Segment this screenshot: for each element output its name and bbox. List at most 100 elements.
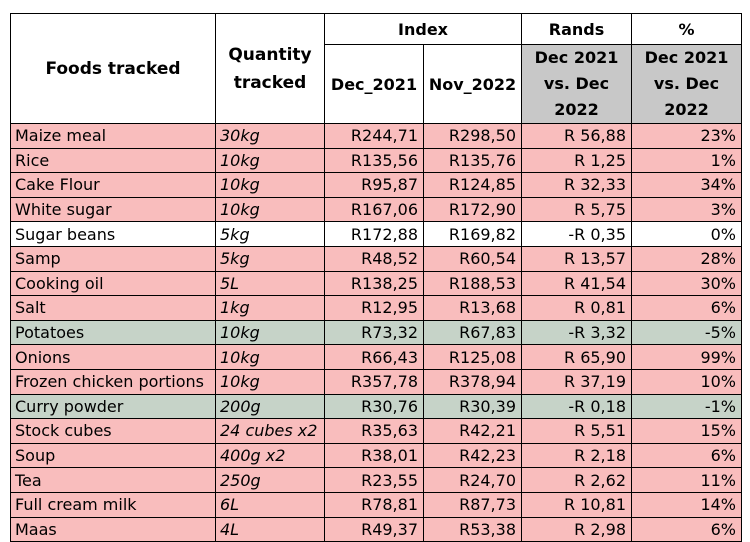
dec-2021-price-cell: R135,56 xyxy=(324,147,424,174)
quantity-cell: 30kg xyxy=(215,123,325,149)
table-row: Stock cubes 24 cubes x2 R35,63 R42,21 R 5,51… xyxy=(10,418,742,444)
dec-2021-price-cell: R30,76 xyxy=(324,393,424,420)
rands-change-cell: R 2,62 xyxy=(521,467,632,493)
table-row: Salt 1kg R12,95 R13,68 R 0,81 6% xyxy=(10,295,742,321)
nov-2022-price-cell: R169,82 xyxy=(423,221,522,247)
quantity-cell: 5kg xyxy=(215,245,325,272)
food-name-cell: Sugar beans xyxy=(10,221,216,247)
nov-2022-price-cell: R378,94 xyxy=(423,368,522,395)
food-name-cell: Stock cubes xyxy=(10,418,216,444)
quantity-cell: 10kg xyxy=(215,344,325,370)
percent-change-cell: 15% xyxy=(631,418,742,444)
dec-2021-price-cell: R35,63 xyxy=(324,418,424,444)
rands-change-cell: R 13,57 xyxy=(521,245,632,272)
rands-change-cell: R 2,98 xyxy=(521,516,632,542)
quantity-cell: 10kg xyxy=(215,368,325,395)
dec-2021-price-cell: R38,01 xyxy=(324,442,424,469)
nov-2022-price-cell: R24,70 xyxy=(423,467,522,493)
table-row: Full cream milk 6L R78,81 R87,73 R 10,81 14% xyxy=(10,491,742,518)
quantity-cell: 10kg xyxy=(215,319,325,346)
table-row: Cooking oil 5L R138,25 R188,53 R 41,54 30% xyxy=(10,270,742,297)
quantity-cell: 400g x2 xyxy=(215,442,325,469)
rands-change-cell: R 1,25 xyxy=(521,147,632,174)
header-percent: % xyxy=(631,13,742,45)
food-name-cell: Samp xyxy=(10,245,216,272)
food-name-cell: Curry powder xyxy=(10,393,216,420)
dec-2021-price-cell: R172,88 xyxy=(324,221,424,247)
header-index: Index xyxy=(324,13,522,45)
percent-change-cell: 30% xyxy=(631,270,742,297)
dec-2021-price-cell: R167,06 xyxy=(324,196,424,223)
nov-2022-price-cell: R298,50 xyxy=(423,123,522,149)
dec-2021-price-cell: R244,71 xyxy=(324,123,424,149)
percent-change-cell: 6% xyxy=(631,516,742,542)
dec-2021-price-cell: R138,25 xyxy=(324,270,424,297)
quantity-cell: 4L xyxy=(215,516,325,542)
rands-change-cell: -R 0,18 xyxy=(521,393,632,420)
table-row: Potatoes 10kg R73,32 R67,83 -R 3,32 -5% xyxy=(10,319,742,346)
percent-change-cell: 3% xyxy=(631,196,742,223)
percent-change-cell: 99% xyxy=(631,344,742,370)
rands-change-cell: -R 3,32 xyxy=(521,319,632,346)
percent-change-cell: 1% xyxy=(631,147,742,174)
header-rands-comparison: Dec 2021 vs. Dec 2022 xyxy=(521,44,632,124)
rands-change-cell: R 0,81 xyxy=(521,295,632,321)
quantity-cell: 6L xyxy=(215,491,325,518)
header-foods-tracked: Foods tracked xyxy=(10,13,216,124)
percent-change-cell: 6% xyxy=(631,295,742,321)
rands-change-cell: R 2,18 xyxy=(521,442,632,469)
nov-2022-price-cell: R87,73 xyxy=(423,491,522,518)
food-name-cell: Potatoes xyxy=(10,319,216,346)
nov-2022-price-cell: R67,83 xyxy=(423,319,522,346)
food-name-cell: Cake Flour xyxy=(10,172,216,198)
food-name-cell: Onions xyxy=(10,344,216,370)
rands-change-cell: -R 0,35 xyxy=(521,221,632,247)
percent-change-cell: 0% xyxy=(631,221,742,247)
food-name-cell: Maas xyxy=(10,516,216,542)
percent-change-cell: 28% xyxy=(631,245,742,272)
table-row: Rice 10kg R135,56 R135,76 R 1,25 1% xyxy=(10,147,742,174)
rands-change-cell: R 5,75 xyxy=(521,196,632,223)
dec-2021-price-cell: R357,78 xyxy=(324,368,424,395)
percent-change-cell: 14% xyxy=(631,491,742,518)
food-name-cell: Salt xyxy=(10,295,216,321)
nov-2022-price-cell: R188,53 xyxy=(423,270,522,297)
dec-2021-price-cell: R48,52 xyxy=(324,245,424,272)
quantity-cell: 10kg xyxy=(215,172,325,198)
food-name-cell: Full cream milk xyxy=(10,491,216,518)
rands-change-cell: R 32,33 xyxy=(521,172,632,198)
quantity-cell: 5kg xyxy=(215,221,325,247)
quantity-cell: 1kg xyxy=(215,295,325,321)
nov-2022-price-cell: R125,08 xyxy=(423,344,522,370)
header-rands: Rands xyxy=(521,13,632,45)
table-row: Cake Flour 10kg R95,87 R124,85 R 32,33 34% xyxy=(10,172,742,198)
table-row: White sugar 10kg R167,06 R172,90 R 5,75 3% xyxy=(10,196,742,223)
nov-2022-price-cell: R42,23 xyxy=(423,442,522,469)
nov-2022-price-cell: R53,38 xyxy=(423,516,522,542)
food-name-cell: Cooking oil xyxy=(10,270,216,297)
quantity-cell: 10kg xyxy=(215,147,325,174)
nov-2022-price-cell: R30,39 xyxy=(423,393,522,420)
table-row: Sugar beans 5kg R172,88 R169,82 -R 0,35 0% xyxy=(10,221,742,247)
food-name-cell: Rice xyxy=(10,147,216,174)
quantity-cell: 250g xyxy=(215,467,325,493)
header-nov-2022: Nov_2022 xyxy=(423,44,522,124)
table-row: Samp 5kg R48,52 R60,54 R 13,57 28% xyxy=(10,245,742,272)
rands-change-cell: R 37,19 xyxy=(521,368,632,395)
percent-change-cell: -1% xyxy=(631,393,742,420)
table-row: Frozen chicken portions 10kg R357,78 R378,9… xyxy=(10,368,742,395)
quantity-cell: 5L xyxy=(215,270,325,297)
dec-2021-price-cell: R23,55 xyxy=(324,467,424,493)
rands-change-cell: R 10,81 xyxy=(521,491,632,518)
nov-2022-price-cell: R13,68 xyxy=(423,295,522,321)
header-dec-2021: Dec_2021 xyxy=(324,44,424,124)
nov-2022-price-cell: R172,90 xyxy=(423,196,522,223)
header-percent-comparison: Dec 2021 vs. Dec 2022 xyxy=(631,44,742,124)
dec-2021-price-cell: R66,43 xyxy=(324,344,424,370)
rands-change-cell: R 65,90 xyxy=(521,344,632,370)
dec-2021-price-cell: R73,32 xyxy=(324,319,424,346)
dec-2021-price-cell: R95,87 xyxy=(324,172,424,198)
table-row: Curry powder 200g R30,76 R30,39 -R 0,18 -1% xyxy=(10,393,742,420)
percent-change-cell: -5% xyxy=(631,319,742,346)
percent-change-cell: 11% xyxy=(631,467,742,493)
